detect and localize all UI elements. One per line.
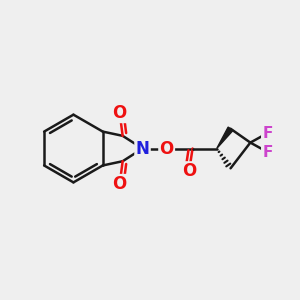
Text: N: N bbox=[136, 140, 149, 158]
Polygon shape bbox=[217, 127, 233, 148]
Text: O: O bbox=[112, 175, 127, 193]
Text: F: F bbox=[262, 145, 273, 160]
Text: O: O bbox=[112, 104, 127, 122]
Text: F: F bbox=[262, 126, 273, 141]
Text: O: O bbox=[160, 140, 174, 158]
Text: O: O bbox=[182, 163, 196, 181]
